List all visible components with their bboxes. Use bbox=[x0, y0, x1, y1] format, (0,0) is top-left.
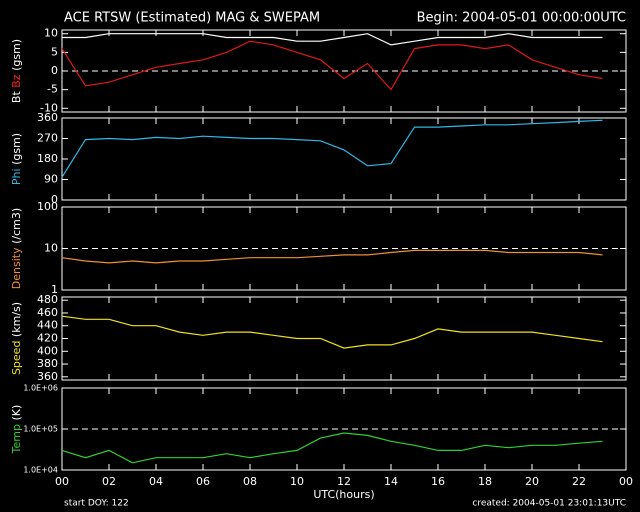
y-tick-label: 10 bbox=[44, 242, 58, 255]
y-label-part: (gsm) bbox=[10, 39, 23, 71]
y-label-part: (K) bbox=[10, 405, 23, 421]
y-label-part: (/cm3) bbox=[10, 208, 23, 244]
y-tick-label: 270 bbox=[37, 132, 58, 145]
y-tick-label: -5 bbox=[47, 83, 58, 96]
x-tick-label: 22 bbox=[572, 475, 586, 488]
y-tick-label: -10 bbox=[40, 101, 58, 114]
y-axis-label: Bt Bz (gsm) bbox=[10, 39, 23, 103]
y-label-part: (gsm) bbox=[10, 133, 23, 165]
x-tick-label: 04 bbox=[149, 475, 163, 488]
y-tick-label: 1 bbox=[51, 283, 58, 296]
y-tick-label: 180 bbox=[37, 152, 58, 165]
y-axis-label: Phi (gsm) bbox=[10, 133, 23, 185]
x-axis-label: UTC(hours) bbox=[313, 488, 374, 501]
y-tick-label: 5 bbox=[51, 45, 58, 58]
x-tick-label: 00 bbox=[619, 475, 633, 488]
y-tick-label: 380 bbox=[37, 357, 58, 370]
y-axis-label: Speed (km/s) bbox=[10, 302, 23, 375]
y-tick-label: 460 bbox=[37, 306, 58, 319]
start-doy: start DOY: 122 bbox=[64, 499, 129, 509]
series-line bbox=[62, 33, 603, 46]
x-tick-label: 08 bbox=[243, 475, 257, 488]
x-tick-label: 16 bbox=[431, 475, 445, 488]
x-tick-label: 00 bbox=[55, 475, 69, 488]
y-axis-label: Temp (K) bbox=[10, 405, 23, 455]
y-tick-label: 360 bbox=[37, 111, 58, 124]
y-tick-label: 1.0E+05 bbox=[23, 425, 58, 434]
begin: Begin: 2004-05-01 00:00:00UTC bbox=[417, 11, 626, 26]
y-tick-label: 0 bbox=[51, 193, 58, 206]
x-tick-label: 10 bbox=[290, 475, 304, 488]
y-tick-label: 480 bbox=[37, 293, 58, 306]
y-tick-label: 360 bbox=[37, 370, 58, 383]
y-tick-label: 10 bbox=[44, 27, 58, 40]
y-tick-label: 0 bbox=[51, 64, 58, 77]
y-tick-label: 1.0E+06 bbox=[23, 384, 58, 393]
y-label-part: Density bbox=[10, 247, 23, 289]
series-line bbox=[61, 249, 603, 264]
series-line bbox=[61, 40, 603, 91]
x-tick-label: 12 bbox=[337, 475, 351, 488]
series-line bbox=[61, 432, 603, 464]
created: created: 2004-05-01 23:01:13UTC bbox=[472, 499, 626, 509]
x-tick-label: 14 bbox=[384, 475, 398, 488]
title: ACE RTSW (Estimated) MAG & SWEPAM bbox=[64, 11, 320, 26]
y-label-part: Bz bbox=[10, 74, 23, 88]
y-tick-label: 100 bbox=[37, 200, 58, 213]
y-axis-label: Density (/cm3) bbox=[10, 208, 23, 289]
panel-frame bbox=[61, 117, 627, 201]
y-tick-label: 400 bbox=[37, 344, 58, 357]
y-label-part: (km/s) bbox=[10, 302, 23, 337]
y-tick-label: 90 bbox=[44, 173, 58, 186]
x-tick-label: 20 bbox=[525, 475, 539, 488]
panel-frame bbox=[61, 296, 627, 381]
y-tick-label: 1.0E+04 bbox=[23, 466, 58, 475]
y-label-part: Phi bbox=[10, 168, 23, 185]
series-line bbox=[61, 315, 603, 349]
y-label-part: Speed bbox=[10, 341, 23, 375]
y-tick-label: 440 bbox=[37, 319, 58, 332]
x-tick-label: 18 bbox=[478, 475, 492, 488]
x-tick-label: 06 bbox=[196, 475, 210, 488]
y-tick-label: 420 bbox=[37, 332, 58, 345]
y-label-part: Bt bbox=[10, 91, 23, 104]
x-tick-label: 02 bbox=[102, 475, 116, 488]
series-line bbox=[61, 119, 603, 178]
y-label-part: Temp bbox=[10, 424, 23, 454]
